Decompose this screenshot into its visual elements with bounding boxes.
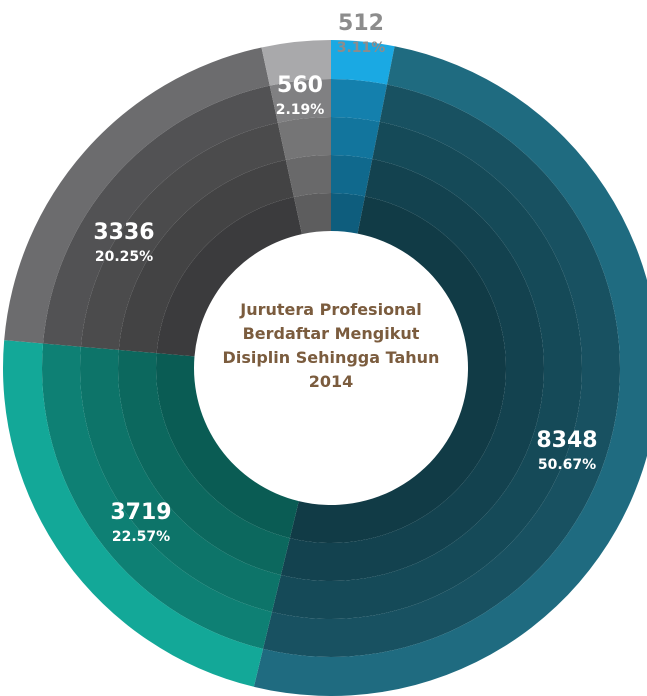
donut-segment	[289, 196, 507, 544]
donut-segment	[4, 47, 270, 344]
donut-segment	[331, 40, 395, 85]
donut-segment	[271, 121, 582, 619]
donut-segment	[277, 117, 331, 160]
donut-segment	[42, 343, 272, 649]
donut-segment	[79, 346, 281, 612]
donut-segment	[331, 193, 365, 234]
value-label: 8348	[536, 428, 597, 453]
donut-segment	[293, 193, 331, 235]
percent-label: 3.11%	[337, 40, 386, 56]
percent-label: 2.19%	[276, 102, 325, 118]
donut-segment	[269, 79, 331, 123]
donut-segment	[285, 155, 331, 197]
donut-segment	[331, 117, 380, 160]
donut-segment	[43, 85, 278, 347]
donut-segment	[331, 79, 388, 122]
donut-segment	[118, 159, 294, 354]
value-label: 512	[338, 11, 384, 36]
donut-segment	[3, 340, 264, 687]
donut-segment	[117, 349, 290, 576]
percent-label: 50.67%	[538, 457, 596, 473]
value-label: 3336	[93, 220, 154, 245]
donut-segment	[80, 122, 286, 350]
donut-segment	[261, 40, 331, 86]
donut-segment	[331, 155, 373, 197]
value-label: 3719	[110, 500, 171, 525]
percent-label: 22.57%	[112, 529, 170, 545]
chart-title: Jurutera Profesional Berdaftar Mengikut …	[222, 300, 440, 391]
percent-label: 20.25%	[95, 249, 153, 265]
donut-segment	[280, 159, 545, 582]
donut-segment	[156, 353, 299, 539]
donut-segment	[156, 196, 302, 357]
value-label: 560	[277, 73, 323, 98]
